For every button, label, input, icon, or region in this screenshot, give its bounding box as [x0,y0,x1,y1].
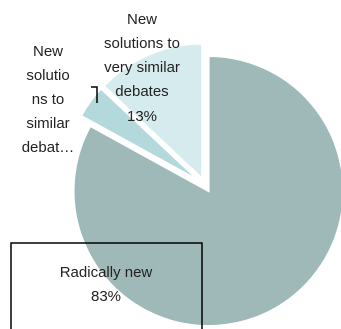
slice-similar-debates [79,87,201,182]
radically-new-label-line1: Radically new [60,264,153,281]
similar-label-line2: solutio [26,67,69,84]
very-similar-label-line3: very similar [104,59,180,76]
similar-leader-line [91,86,98,103]
similar-label-line5: debat… [22,139,75,156]
pie-labels: Radically new 83% New solutio ns to simi… [10,11,203,329]
similar-label-line4: similar [26,115,69,132]
very-similar-label-line4: debates [115,83,168,100]
similar-label-line1: New [33,43,63,60]
similar-label-line3: ns to [32,91,65,108]
pie-slices [72,42,341,328]
slice-very-similar-debates [102,42,204,181]
radically-new-value-label: 83% [91,288,121,305]
very-similar-label-line2: solutions to [104,35,180,52]
radically-new-label-box [10,242,203,329]
very-similar-label-line1: New [127,11,157,28]
very-similar-value-label: 13% [127,108,157,125]
slice-radically-new [72,55,341,328]
